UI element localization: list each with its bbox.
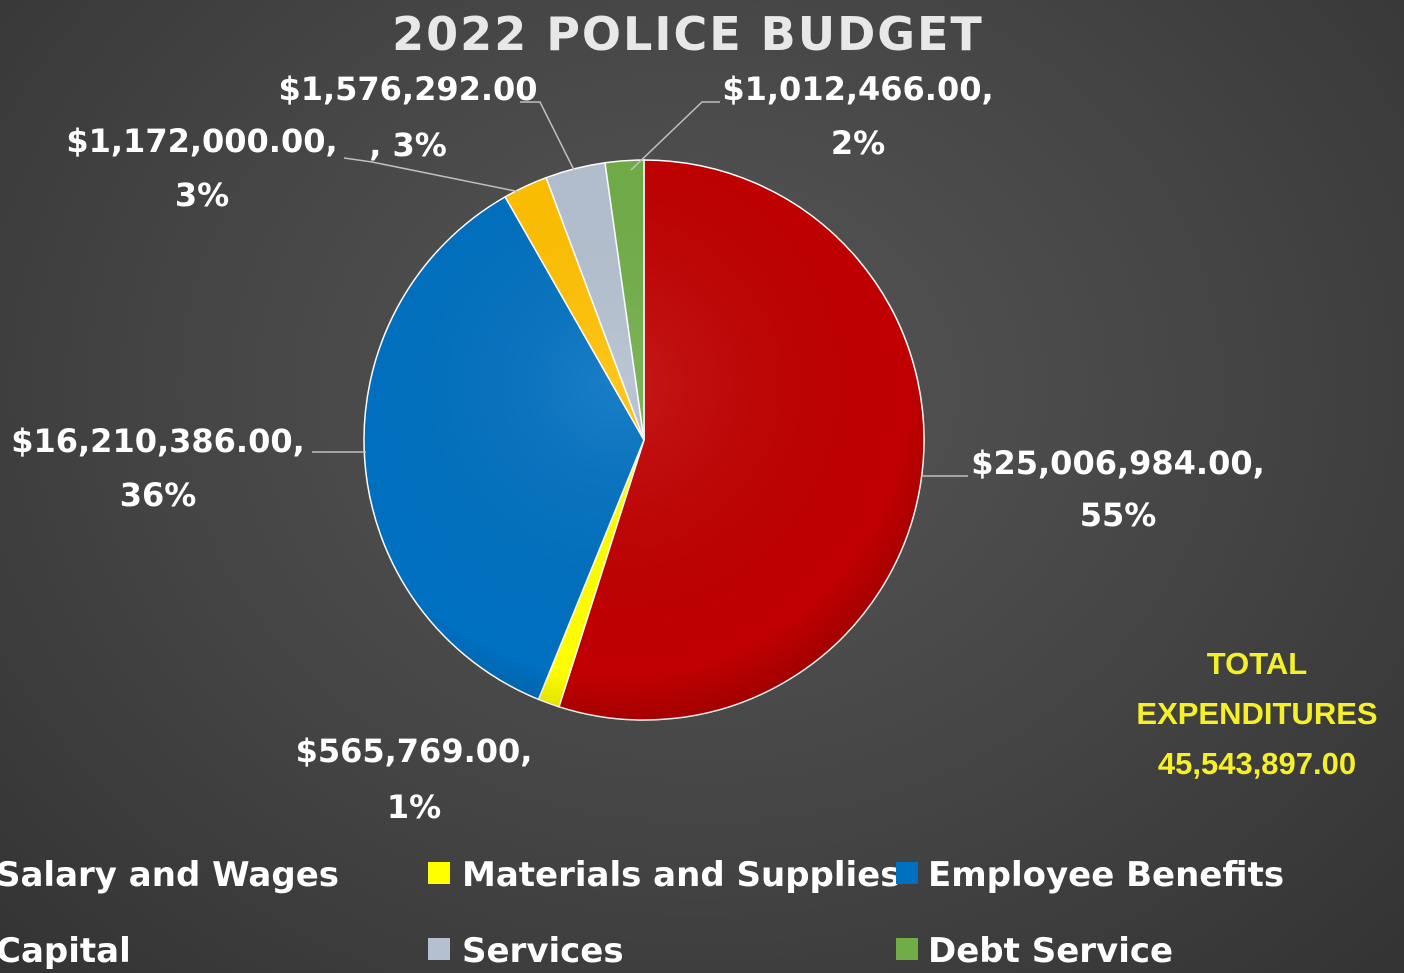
data-label-debt: $1,012,466.00, xyxy=(722,70,993,108)
leader-lines xyxy=(312,101,968,477)
pct-label-materials: 1% xyxy=(387,788,441,826)
legend-label-capital: Capital xyxy=(0,931,131,971)
data-label-services: $1,576,292.00 xyxy=(278,70,537,108)
legend-label-materials: Materials and Supplies xyxy=(462,855,900,895)
leader-line-debt xyxy=(630,101,720,171)
data-label-benefits: $16,210,386.00, xyxy=(11,422,305,460)
data-label-capital: $1,172,000.00, xyxy=(66,122,337,160)
chart-legend: Salary and Wages Materials and Supplies … xyxy=(0,855,1284,971)
legend-swatch-materials xyxy=(428,862,450,884)
pct-label-salary: 55% xyxy=(1080,496,1157,534)
chart-title: 2022 POLICE BUDGET xyxy=(392,7,984,61)
legend-swatch-services xyxy=(428,938,450,960)
legend-swatch-debt xyxy=(896,938,918,960)
legend-swatch-benefits xyxy=(896,862,918,884)
total-annotation-line1: TOTAL xyxy=(1207,646,1307,681)
pct-label-benefits: 36% xyxy=(120,476,197,514)
legend-label-services: Services xyxy=(462,931,624,971)
legend-label-salary: Salary and Wages xyxy=(0,855,339,895)
legend-label-benefits: Employee Benefits xyxy=(928,855,1284,895)
pct-label-capital: 3% xyxy=(175,176,229,214)
legend-label-debt: Debt Service xyxy=(928,931,1173,971)
data-label-materials: $565,769.00, xyxy=(296,732,533,770)
pct-label-services: , 3% xyxy=(369,126,447,164)
total-annotation-line2: EXPENDITURES xyxy=(1136,696,1377,731)
leader-line-capital xyxy=(343,157,521,193)
pie-shading xyxy=(364,160,924,720)
data-label-salary: $25,006,984.00, xyxy=(971,444,1265,482)
leader-line-services xyxy=(520,101,577,175)
pct-label-debt: 2% xyxy=(831,124,885,162)
total-annotation-line3: 45,543,897.00 xyxy=(1158,746,1356,781)
